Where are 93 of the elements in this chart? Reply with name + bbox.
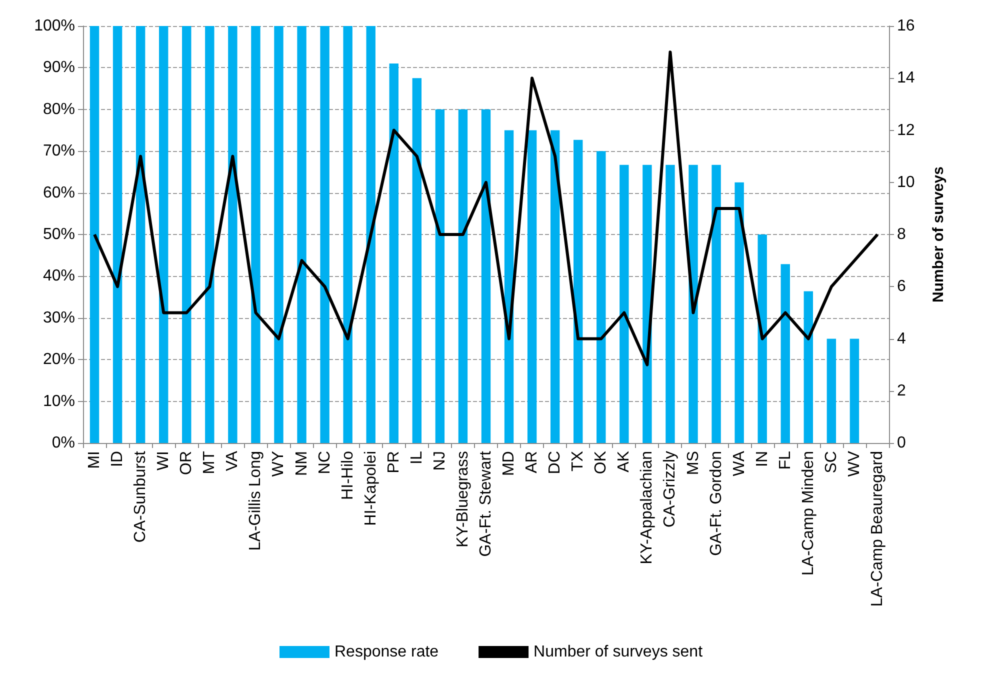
bar <box>112 26 122 443</box>
x-tick-label: VA <box>224 450 242 472</box>
bar <box>228 26 238 443</box>
y-tick-label: 0% <box>52 434 75 452</box>
x-tick-label: DC <box>546 451 564 474</box>
bar <box>734 182 744 443</box>
bar <box>688 164 698 443</box>
y2-axis-title: Number of surveys <box>930 166 947 302</box>
x-tick-label: LA-Camp Minden <box>800 451 817 576</box>
bar <box>274 26 284 443</box>
y2-tick-label: 8 <box>897 226 906 243</box>
x-tick-label: HI-Kapolei <box>362 451 380 526</box>
bar <box>366 26 376 443</box>
bar <box>458 109 468 443</box>
y-tick-label: 90% <box>42 59 75 76</box>
y2-tick-label: 0 <box>897 434 906 452</box>
bar <box>758 234 767 443</box>
x-tick-label: OK <box>592 450 610 474</box>
bar <box>596 151 606 443</box>
bar <box>574 140 583 443</box>
bar <box>804 291 814 443</box>
bar <box>504 130 514 443</box>
bar <box>435 109 445 443</box>
y-tick-label: 60% <box>42 184 75 202</box>
bar <box>90 26 100 443</box>
x-tick-label: LA-Gillis Long <box>247 451 264 551</box>
x-tick-label: WI <box>155 451 172 471</box>
bar <box>527 130 537 443</box>
x-tick-label: KY-Bluegrass <box>454 451 472 548</box>
bar <box>343 26 352 443</box>
y2-tick-label: 10 <box>897 174 915 191</box>
y-tick-label: 100% <box>34 18 75 34</box>
x-tick-label: NM <box>293 451 310 476</box>
y2-tick-label: 16 <box>897 18 915 34</box>
bar <box>320 26 330 443</box>
bar <box>205 26 214 443</box>
bar <box>826 338 836 443</box>
x-tick-label: WV <box>846 450 863 477</box>
y-tick-label: 30% <box>42 309 75 326</box>
x-tick-label: HI-Hilo <box>339 450 356 500</box>
bar <box>712 164 721 443</box>
x-tick-label: SC <box>822 451 840 474</box>
x-tick-label: OR <box>178 451 196 475</box>
bar <box>412 78 422 443</box>
bar <box>481 109 491 443</box>
bar <box>850 338 860 443</box>
y-tick-label: 10% <box>42 392 75 410</box>
bar <box>297 26 306 443</box>
x-tick-label: KY-Appalachian <box>638 451 656 564</box>
x-tick-label: MT <box>201 450 218 474</box>
y-tick-label: 70% <box>42 142 75 160</box>
y-tick-label: 50% <box>42 226 75 243</box>
bar <box>666 164 675 443</box>
x-tick-label: MD <box>500 451 518 476</box>
x-tick-label: CA-Sunburst <box>132 450 150 543</box>
line-series <box>93 50 879 366</box>
bar <box>620 164 629 443</box>
x-tick-label: AK <box>616 450 633 472</box>
y2-tick-label: 4 <box>897 330 906 348</box>
x-tick-label: CA-Grizzly <box>662 451 679 528</box>
x-tick-label: MS <box>684 451 702 475</box>
y-tick-label: 40% <box>42 268 75 285</box>
x-tick-label: LA-Camp Beauregard <box>868 451 886 607</box>
y2-tick-label: 2 <box>897 382 906 400</box>
bar <box>251 26 260 443</box>
bar <box>158 26 168 443</box>
x-tick-label: AR <box>524 451 541 474</box>
x-tick-label: GA-Ft. Gordon <box>708 451 725 556</box>
x-tick-label: IN <box>754 451 771 467</box>
y2-tick-label: 12 <box>897 122 915 139</box>
x-tick-label: NJ <box>431 451 448 471</box>
x-tick-label: MI <box>86 451 104 469</box>
bar <box>182 26 192 443</box>
legend-label: Number of surveys sent <box>534 644 704 660</box>
x-tick-label: TX <box>570 450 587 472</box>
x-tick-label: IL <box>408 450 426 464</box>
y-tick-label: 80% <box>42 100 75 118</box>
y2-tick-label: 14 <box>897 70 915 87</box>
bar <box>550 130 560 443</box>
y-tick-label: 20% <box>42 351 75 368</box>
bar <box>642 164 652 443</box>
x-tick-label: ID <box>109 451 126 467</box>
x-tick-label: WA <box>730 450 748 476</box>
x-tick-label: GA-Ft. Stewart <box>478 450 494 557</box>
y2-tick-label: 6 <box>897 278 906 296</box>
bar <box>136 26 146 443</box>
x-tick-label: FL <box>776 450 794 470</box>
x-tick-label: NC <box>316 451 334 474</box>
x-tick-label: PR <box>385 451 402 474</box>
bar <box>389 64 398 443</box>
bar <box>780 264 790 443</box>
legend-label: Response rate <box>334 644 439 660</box>
x-tick-label: WY <box>270 450 288 477</box>
